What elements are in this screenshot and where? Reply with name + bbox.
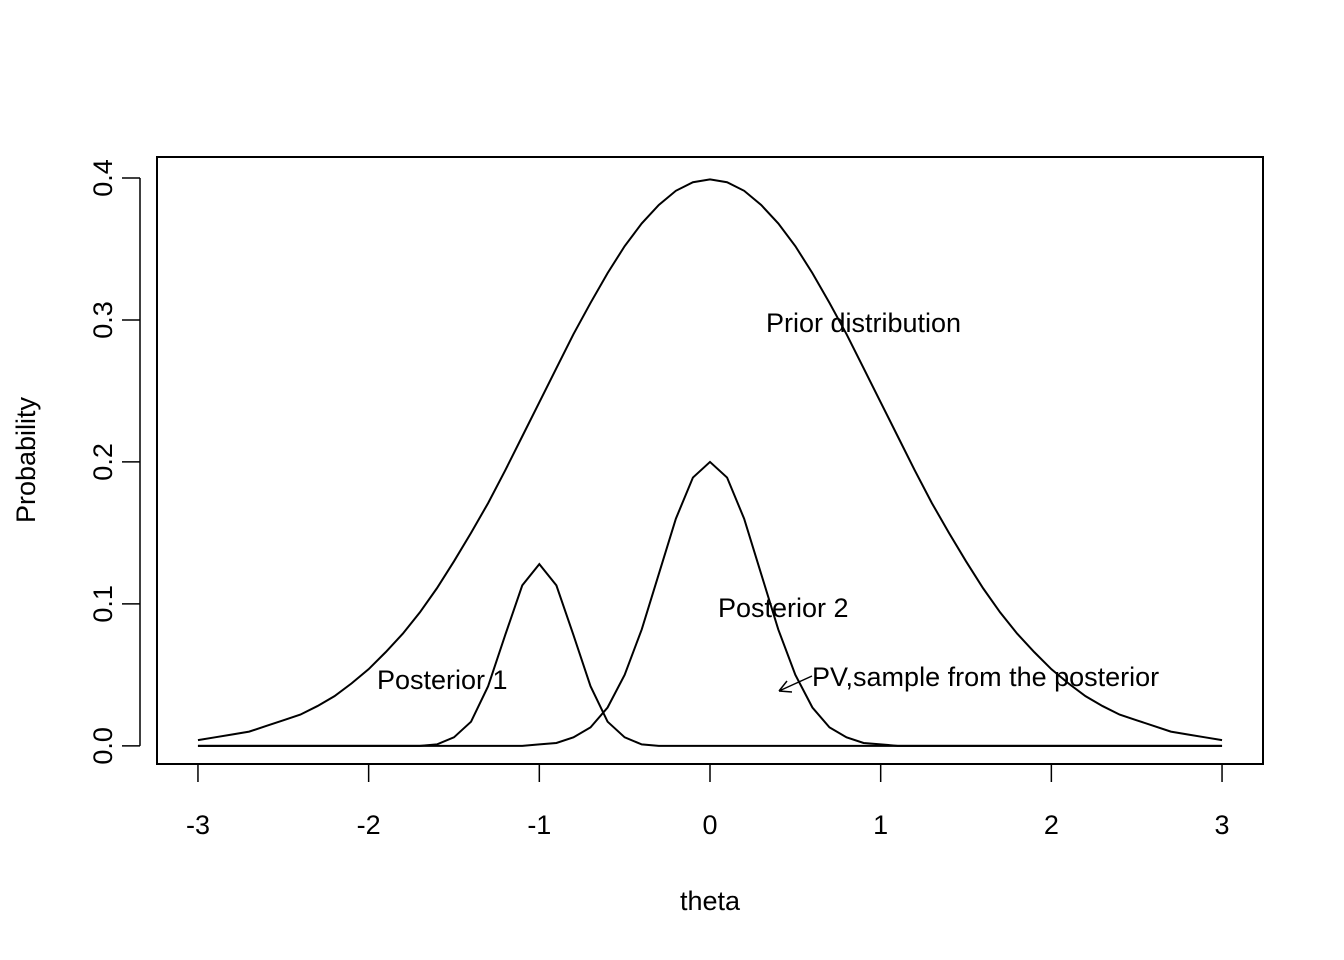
x-tick-label: 3 [1215, 810, 1230, 840]
density-curve [197, 562, 1223, 747]
x-axis-label: theta [680, 886, 741, 916]
density-curve [197, 460, 1223, 747]
y-tick-label: 0.3 [88, 301, 118, 339]
y-tick-label: 0.4 [88, 159, 118, 197]
x-tick-label: 1 [873, 810, 888, 840]
y-tick-label: 0.2 [88, 443, 118, 481]
x-tick-label: -2 [357, 810, 381, 840]
annotation-arrow [778, 675, 813, 693]
density-curve [197, 178, 1223, 742]
annotation: Posterior 1 [377, 665, 508, 695]
x-tick-label: -3 [186, 810, 210, 840]
annotation: Posterior 2 [718, 593, 849, 623]
x-tick-label: 2 [1044, 810, 1059, 840]
y-tick-label: 0.0 [88, 727, 118, 765]
annotation: PV,sample from the posterior [812, 662, 1159, 692]
y-tick-label: 0.1 [88, 585, 118, 623]
annotation: Prior distribution [766, 308, 961, 338]
x-tick-label: 0 [702, 810, 717, 840]
x-tick-label: -1 [527, 810, 551, 840]
y-axis-label: Probability [11, 396, 41, 523]
